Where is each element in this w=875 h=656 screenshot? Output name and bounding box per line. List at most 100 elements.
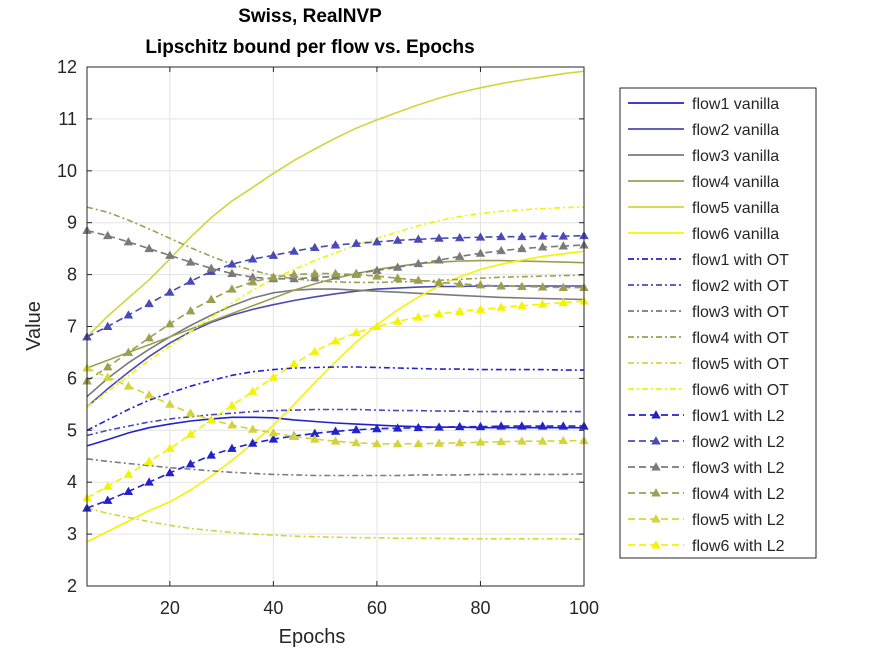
series-flow5-vanilla xyxy=(86,70,585,338)
data-point-marker xyxy=(330,436,341,445)
legend-label: flow6 vanilla xyxy=(692,226,779,243)
data-point-marker xyxy=(496,231,506,241)
y-tick-label: 10 xyxy=(57,161,77,181)
series-flow2-with-l2 xyxy=(82,230,589,341)
series-flow5-with-ot xyxy=(86,507,585,541)
data-point-marker xyxy=(372,438,382,448)
data-point-marker xyxy=(413,258,424,268)
data-point-marker xyxy=(372,271,382,280)
legend-item: flow3 with OT xyxy=(628,304,789,321)
data-point-marker xyxy=(413,312,424,321)
data-point-marker xyxy=(496,436,506,446)
data-point-marker xyxy=(268,250,279,259)
legend-label: flow4 vanilla xyxy=(692,174,779,191)
data-point-marker xyxy=(227,268,237,278)
legend-item: flow4 with OT xyxy=(628,330,789,347)
data-point-marker xyxy=(517,243,527,253)
legend-marker xyxy=(651,540,661,549)
data-point-marker xyxy=(165,250,175,259)
data-point-marker xyxy=(434,422,444,431)
legend-marker xyxy=(651,514,661,523)
data-point-marker xyxy=(268,428,279,437)
data-point-marker xyxy=(392,438,403,448)
data-point-marker xyxy=(185,459,196,468)
data-point-marker xyxy=(247,254,258,263)
legend-item: flow5 with L2 xyxy=(628,512,785,529)
data-point-marker xyxy=(123,381,134,390)
data-point-marker xyxy=(206,294,216,303)
y-tick-label: 9 xyxy=(67,213,77,233)
data-point-marker xyxy=(185,257,196,266)
data-point-marker xyxy=(537,421,548,430)
data-point-marker xyxy=(434,255,444,264)
data-point-marker xyxy=(517,436,527,445)
series-line xyxy=(86,206,585,408)
data-point-marker xyxy=(102,372,113,381)
legend-label: flow2 with L2 xyxy=(692,434,785,451)
data-point-marker xyxy=(434,309,444,318)
data-point-marker xyxy=(227,259,237,268)
data-point-marker xyxy=(165,319,175,328)
legend-item: flow3 vanilla xyxy=(628,148,779,165)
x-tick-label: 20 xyxy=(160,598,180,618)
data-point-marker xyxy=(289,359,299,368)
data-point-marker xyxy=(227,420,237,429)
data-point-marker xyxy=(413,234,424,243)
series-line xyxy=(86,250,585,543)
data-point-marker xyxy=(351,238,361,247)
data-point-marker xyxy=(123,469,134,478)
legend-item: flow6 with OT xyxy=(628,382,789,399)
data-point-marker xyxy=(247,424,258,433)
data-point-marker xyxy=(392,235,403,244)
data-point-marker xyxy=(455,279,465,288)
legend-marker xyxy=(651,462,661,471)
data-point-marker xyxy=(330,336,341,345)
data-point-marker xyxy=(372,237,382,246)
data-point-marker xyxy=(165,443,175,452)
data-point-marker xyxy=(372,321,382,330)
data-point-marker xyxy=(227,284,237,293)
data-point-marker xyxy=(227,443,237,452)
data-point-marker xyxy=(537,436,548,445)
data-point-marker xyxy=(330,268,341,278)
series-layer xyxy=(82,70,589,543)
x-tick-label: 100 xyxy=(569,598,599,618)
data-point-marker xyxy=(185,276,196,285)
legend-item: flow1 vanilla xyxy=(628,96,779,113)
data-point-marker xyxy=(496,281,506,290)
data-point-marker xyxy=(517,300,527,310)
data-point-marker xyxy=(102,321,113,330)
data-point-marker xyxy=(455,306,465,315)
legend-item: flow5 vanilla xyxy=(628,200,779,217)
data-point-marker xyxy=(102,230,113,240)
y-tick-label: 12 xyxy=(57,57,77,77)
series-flow1-with-l2 xyxy=(82,421,589,512)
series-line xyxy=(86,507,585,541)
data-point-marker xyxy=(206,263,216,272)
legend-label: flow3 with L2 xyxy=(692,460,785,477)
data-point-marker xyxy=(206,415,216,424)
data-point-marker xyxy=(144,243,154,253)
data-point-marker xyxy=(144,477,154,486)
data-point-marker xyxy=(434,438,444,447)
legend-box xyxy=(619,87,817,559)
data-point-marker xyxy=(310,346,320,355)
data-point-marker xyxy=(392,262,403,271)
series-flow4-with-l2 xyxy=(82,268,589,385)
data-point-marker xyxy=(413,275,424,284)
data-point-marker xyxy=(455,437,465,447)
chart-title-line-1: Swiss, RealNVP xyxy=(238,6,382,27)
data-point-marker xyxy=(351,269,361,279)
y-tick-label: 7 xyxy=(67,317,77,337)
data-point-marker xyxy=(392,273,403,282)
data-point-marker xyxy=(537,231,548,240)
data-point-marker xyxy=(434,277,444,286)
y-tick-label: 11 xyxy=(58,109,77,129)
data-point-marker xyxy=(165,468,175,477)
data-point-marker xyxy=(144,333,154,342)
data-point-marker xyxy=(558,231,569,240)
data-point-marker xyxy=(475,437,486,446)
data-point-marker xyxy=(289,269,299,279)
series-line xyxy=(86,366,584,432)
